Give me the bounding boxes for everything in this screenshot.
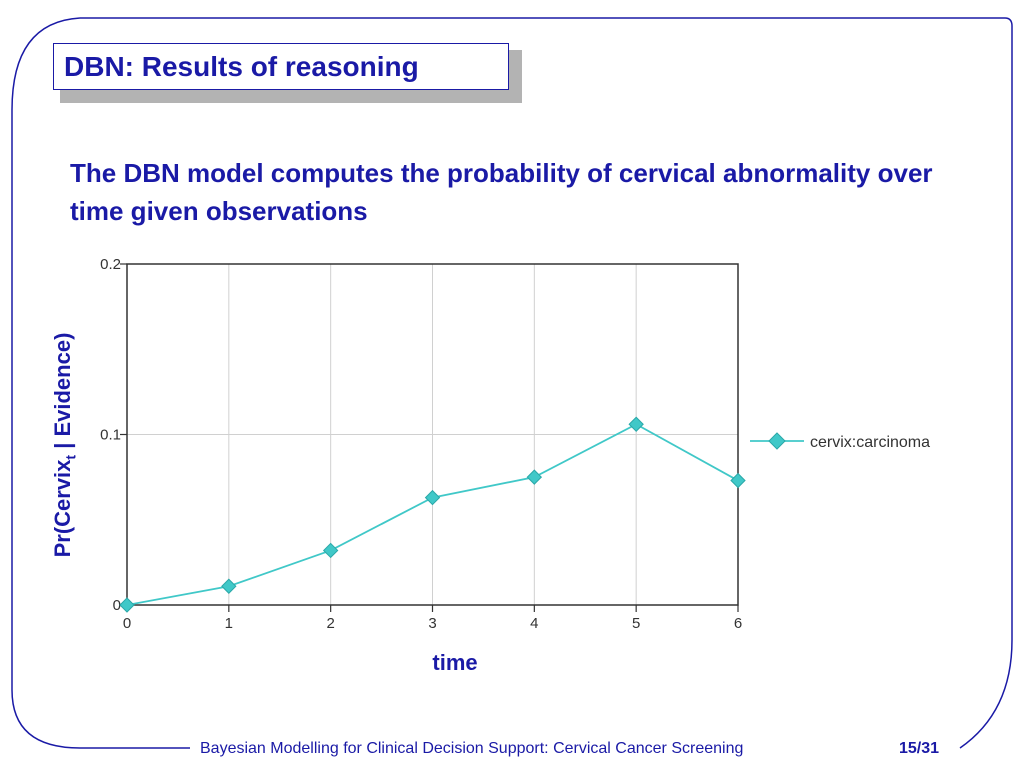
data-point-1 [221,578,237,594]
slide-subtitle: The DBN model computes the probability o… [70,158,933,226]
y-axis-label-rest: | Evidence) [50,332,75,455]
x-tick-label-6: 6 [734,615,742,632]
x-tick-label-5: 5 [632,615,640,632]
data-point-5 [628,416,644,432]
y-axis-label-subscript: t [62,454,79,460]
footer-text: Bayesian Modelling for Clinical Decision… [200,740,744,757]
x-axis-label: time [432,650,478,675]
title-box: DBN: Results of reasoning [53,43,509,90]
page-number: 15/31 [899,740,940,757]
data-point-6 [730,472,746,489]
x-tick-label-3: 3 [428,615,436,632]
y-tick-label-2: 0.2 [100,256,121,273]
x-tick-label-4: 4 [530,615,538,632]
y-tick-label-0: 0 [113,597,121,614]
y-axis-label: Pr(Cervixt | Evidence) [50,275,82,615]
x-tick-label-0: 0 [123,615,131,632]
legend-marker [768,432,786,450]
slide-title: DBN: Results of reasoning [64,51,419,82]
data-point-2 [322,542,339,559]
chart-legend: cervix:carcinoma [750,432,930,451]
chart-grid [126,263,739,606]
data-point-4 [526,469,543,485]
chart-series [119,416,746,613]
y-tick-label-1: 0.1 [100,427,121,444]
data-point-3 [424,489,441,506]
x-tick-label-1: 1 [225,615,233,632]
x-tick-label-2: 2 [326,615,334,632]
legend-label-cervix-carcinoma: cervix:carcinoma [810,434,930,451]
chart-ticks: 0 1 2 3 4 5 6 0 0.1 0.2 [100,256,742,632]
y-axis-label-main: Pr(Cervix [50,459,75,558]
data-point-0 [119,597,135,613]
